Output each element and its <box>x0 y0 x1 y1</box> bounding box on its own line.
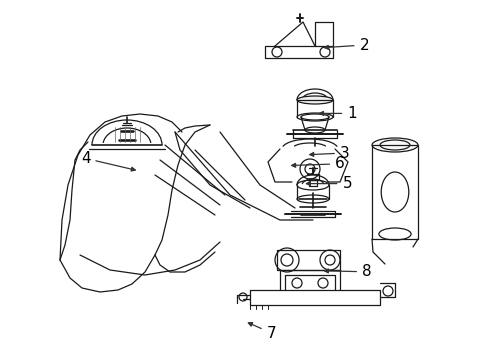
Text: 2: 2 <box>324 37 368 53</box>
Ellipse shape <box>371 138 417 152</box>
Text: 7: 7 <box>248 323 276 341</box>
Text: 1: 1 <box>319 106 356 121</box>
Text: 6: 6 <box>291 156 344 171</box>
Text: 4: 4 <box>81 151 135 171</box>
Text: 5: 5 <box>306 176 351 191</box>
Text: 8: 8 <box>324 264 371 279</box>
Ellipse shape <box>296 96 332 104</box>
Text: 3: 3 <box>309 145 349 161</box>
